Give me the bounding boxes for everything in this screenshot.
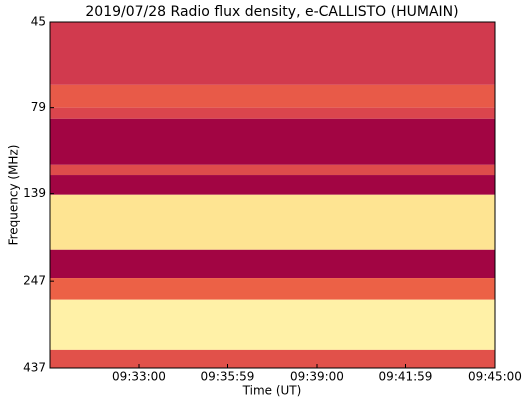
spectrum-band xyxy=(50,249,495,279)
spectrum-band xyxy=(50,107,495,119)
x-axis-label: Time (UT) xyxy=(242,384,302,398)
y-tick-label: 437 xyxy=(23,361,46,375)
x-tick-label: 09:45:00 xyxy=(468,370,522,384)
chart-title: 2019/07/28 Radio flux density, e-CALLIST… xyxy=(85,4,458,20)
y-axis-label: Frequency (MHz) xyxy=(7,145,21,246)
spectrum-band xyxy=(50,278,495,300)
spectrum-band xyxy=(50,175,495,195)
spectrum-band xyxy=(50,118,495,165)
x-tick-label: 09:41:59 xyxy=(379,370,433,384)
spectrum-band xyxy=(50,299,495,350)
spectrum-band xyxy=(50,349,495,368)
spectrum-band xyxy=(50,194,495,250)
spectrum-band xyxy=(50,84,495,108)
y-tick-label: 45 xyxy=(31,15,46,29)
x-tick-label: 09:39:00 xyxy=(290,370,344,384)
spectrum-band xyxy=(50,164,495,176)
y-tick-label: 247 xyxy=(23,274,46,288)
y-tick-label: 79 xyxy=(31,100,46,114)
x-tick-label: 09:35:59 xyxy=(201,370,255,384)
x-tick-label: 09:33:00 xyxy=(112,370,166,384)
spectrum-band xyxy=(50,22,495,85)
y-tick-label: 139 xyxy=(23,186,46,200)
plot-frame xyxy=(49,21,496,369)
